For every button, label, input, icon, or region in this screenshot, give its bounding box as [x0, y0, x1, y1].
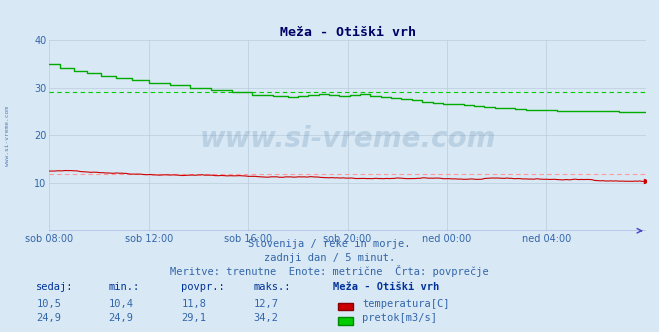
Title: Meža - Otiški vrh: Meža - Otiški vrh — [279, 26, 416, 39]
Text: temperatura[C]: temperatura[C] — [362, 299, 450, 309]
Text: pretok[m3/s]: pretok[m3/s] — [362, 313, 438, 323]
Text: 29,1: 29,1 — [181, 313, 206, 323]
Text: 10,5: 10,5 — [36, 299, 61, 309]
Text: 24,9: 24,9 — [36, 313, 61, 323]
Text: povpr.:: povpr.: — [181, 283, 225, 292]
Text: Meža - Otiški vrh: Meža - Otiški vrh — [333, 283, 439, 292]
Text: 10,4: 10,4 — [109, 299, 134, 309]
Text: 34,2: 34,2 — [254, 313, 279, 323]
Text: sedaj:: sedaj: — [36, 283, 74, 292]
Text: zadnji dan / 5 minut.: zadnji dan / 5 minut. — [264, 253, 395, 263]
Text: 12,7: 12,7 — [254, 299, 279, 309]
Text: Meritve: trenutne  Enote: metrične  Črta: povprečje: Meritve: trenutne Enote: metrične Črta: … — [170, 265, 489, 277]
Text: min.:: min.: — [109, 283, 140, 292]
Text: Slovenija / reke in morje.: Slovenija / reke in morje. — [248, 239, 411, 249]
Text: 24,9: 24,9 — [109, 313, 134, 323]
Text: maks.:: maks.: — [254, 283, 291, 292]
Text: www.si-vreme.com: www.si-vreme.com — [200, 125, 496, 153]
Text: www.si-vreme.com: www.si-vreme.com — [5, 106, 11, 166]
Text: 11,8: 11,8 — [181, 299, 206, 309]
